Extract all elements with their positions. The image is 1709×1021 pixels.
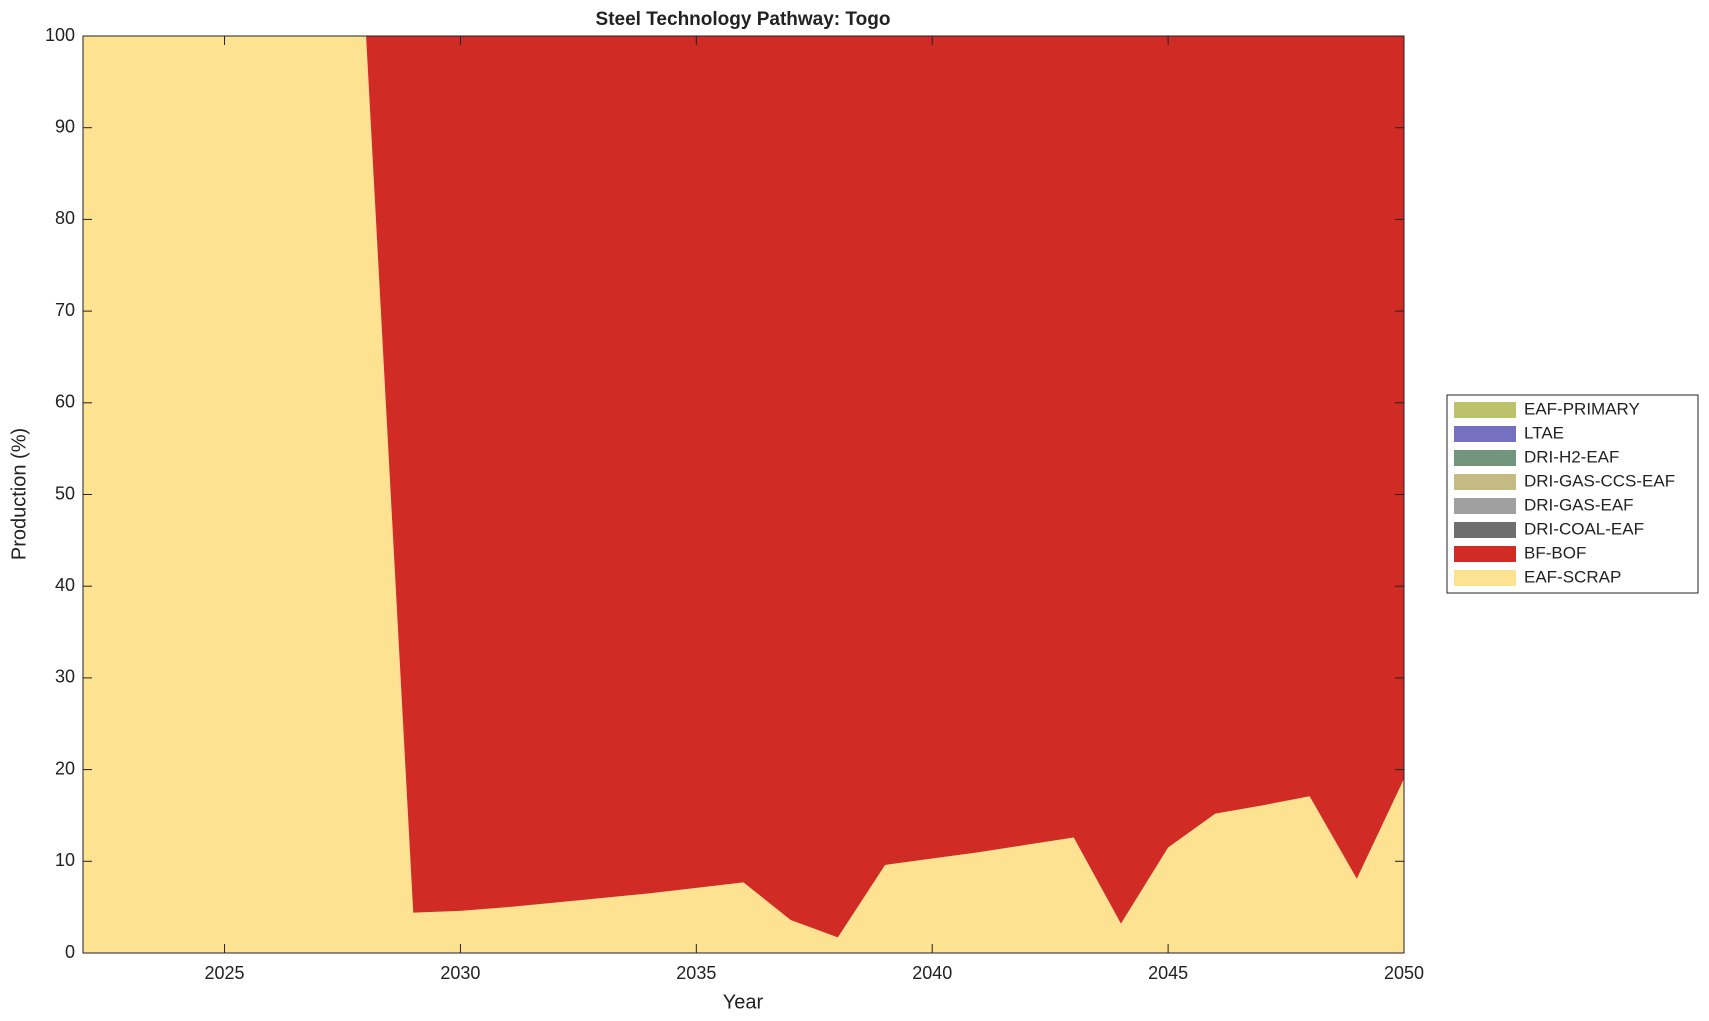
legend-swatch [1454,570,1516,586]
x-tick-label: 2045 [1148,963,1188,983]
y-tick-label: 80 [55,208,75,228]
y-tick-label: 0 [65,942,75,962]
legend-box [1446,394,1699,594]
legend-swatch [1454,474,1516,490]
y-axis-label: Production (%) [8,428,30,560]
legend-swatch [1454,402,1516,418]
legend-label: DRI-H2-EAF [1524,447,1619,466]
x-axis-label: Year [723,991,764,1013]
y-tick-label: 10 [55,850,75,870]
x-tick-label: 2030 [440,963,480,983]
legend-label: DRI-GAS-EAF [1524,495,1634,514]
x-tick-label: 2035 [676,963,716,983]
legend-label: BF-BOF [1524,543,1586,562]
y-tick-label: 20 [55,758,75,778]
legend-label: EAF-PRIMARY [1524,399,1640,418]
area [83,36,1404,938]
legend-swatch [1454,426,1516,442]
legend-label: DRI-GAS-CCS-EAF [1524,471,1675,490]
y-tick-label: 70 [55,300,75,320]
legend-label: EAF-SCRAP [1524,567,1621,586]
y-tick-label: 90 [55,116,75,136]
legend-label: LTAE [1524,423,1564,442]
y-tick-label: 30 [55,667,75,687]
legend-swatch [1454,498,1516,514]
y-tick-label: 100 [45,25,75,45]
x-tick-label: 2025 [205,963,245,983]
y-tick-label: 50 [55,483,75,503]
area [83,36,1404,953]
legend-swatch [1454,546,1516,562]
legend-swatch [1454,450,1516,466]
x-tick-label: 2050 [1384,963,1424,983]
chart-title: Steel Technology Pathway: Togo [596,9,891,30]
y-tick-label: 60 [55,392,75,412]
legend-swatch [1454,522,1516,538]
y-tick-label: 40 [55,575,75,595]
x-tick-label: 2040 [912,963,952,983]
legend-label: DRI-COAL-EAF [1524,519,1644,538]
